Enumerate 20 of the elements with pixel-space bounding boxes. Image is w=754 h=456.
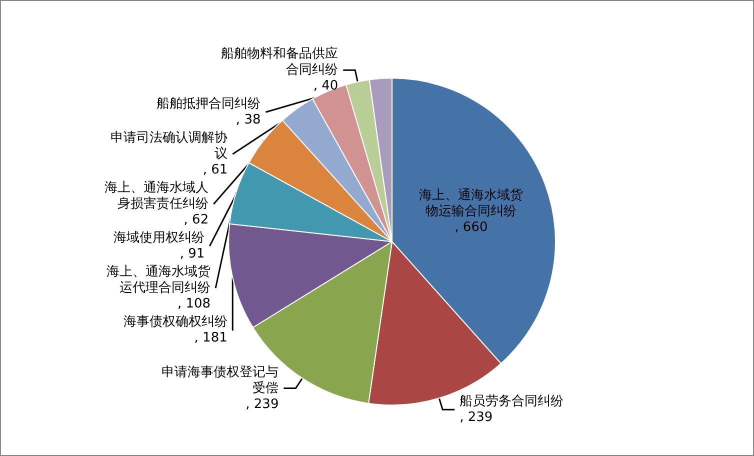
data-label: , 40 (313, 78, 338, 94)
slice-label: 海域使用权纠纷 (114, 230, 205, 246)
slice-label: 海上、通海水域货运代理合同纠纷 (106, 264, 211, 296)
slice-label: 船舶抵押合同纠纷 (156, 96, 261, 112)
data-label: , 38 (236, 112, 261, 128)
data-label: , 181 (194, 330, 228, 346)
slice-label: 海事债权确权纠纷 (123, 314, 228, 330)
data-label: , 108 (178, 296, 211, 312)
data-label: , 660 (454, 220, 488, 235)
data-label: , 239 (246, 396, 279, 412)
slice-label: 船员劳务合同纠纷 (460, 394, 564, 410)
slice-label: 申请海事债权登记与受偿 (162, 364, 279, 396)
slice-label: 申请司法确认调解协议 (110, 130, 228, 162)
data-label: , 239 (460, 410, 493, 426)
slice-label: 船舶物料和备品供应合同纠纷 (221, 46, 338, 78)
data-label: , 61 (202, 162, 228, 178)
data-label: , 62 (184, 212, 209, 228)
slice-label: 海上、通海水域货物运输合同纠纷 (419, 188, 524, 219)
data-label: , 91 (180, 246, 205, 262)
slice-label: 海上、通海水域人身损害责任纠纷 (104, 180, 209, 212)
